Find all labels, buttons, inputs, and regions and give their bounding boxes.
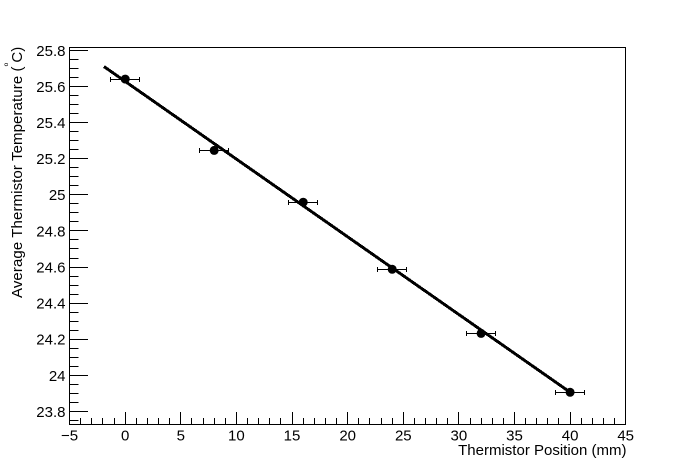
svg-text:10: 10: [228, 427, 245, 444]
svg-text:25.2: 25.2: [36, 151, 65, 168]
svg-text:Average Thermistor Temperature: Average Thermistor Temperature (oC): [3, 47, 26, 298]
svg-text:25: 25: [395, 427, 412, 444]
svg-text:24: 24: [49, 368, 66, 385]
svg-text:25.8: 25.8: [36, 43, 65, 60]
svg-text:0: 0: [121, 427, 129, 444]
svg-text:20: 20: [339, 427, 356, 444]
svg-text:24.4: 24.4: [36, 296, 65, 313]
svg-text:24.2: 24.2: [36, 332, 65, 349]
svg-text:5: 5: [177, 427, 185, 444]
svg-text:24.8: 24.8: [36, 223, 65, 240]
svg-text:45: 45: [617, 427, 634, 444]
svg-text:23.8: 23.8: [36, 404, 65, 421]
svg-text:24.6: 24.6: [36, 259, 65, 276]
svg-text:15: 15: [284, 427, 301, 444]
svg-text:25.4: 25.4: [36, 115, 65, 132]
svg-text:Thermistor Position (mm): Thermistor Position (mm): [458, 442, 626, 459]
svg-text:−5: −5: [61, 427, 78, 444]
svg-text:25.6: 25.6: [36, 79, 65, 96]
svg-text:30: 30: [451, 427, 468, 444]
svg-text:35: 35: [506, 427, 523, 444]
svg-text:25: 25: [49, 187, 66, 204]
svg-text:40: 40: [562, 427, 579, 444]
